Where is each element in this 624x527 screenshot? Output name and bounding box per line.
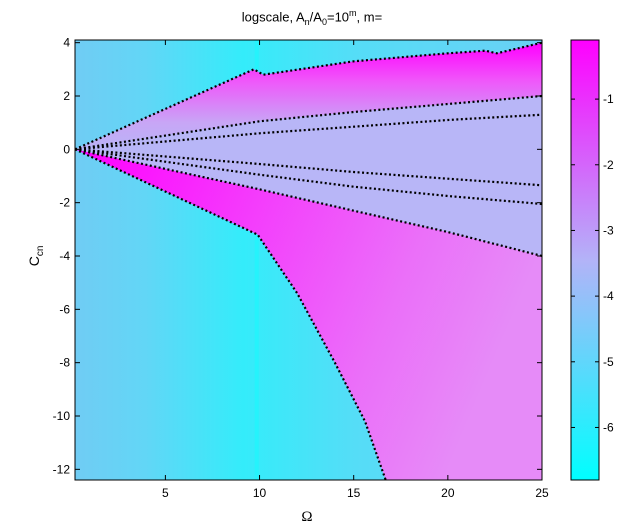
y-tick-label: 2 bbox=[63, 89, 70, 103]
y-tick-label: -12 bbox=[53, 462, 71, 476]
x-tick-label: 5 bbox=[162, 486, 169, 500]
colorbar-tick-label: -1 bbox=[603, 92, 614, 106]
y-tick-label: -10 bbox=[53, 409, 71, 423]
contour-line-5 bbox=[75, 148, 542, 258]
contour-line-3 bbox=[75, 148, 542, 187]
lower-boundary-line bbox=[75, 148, 387, 480]
y-tick-label: 0 bbox=[63, 142, 70, 156]
central-region bbox=[75, 96, 542, 256]
lower-region bbox=[75, 149, 542, 480]
x-tick-label: 20 bbox=[441, 486, 455, 500]
chart-title: logscale, An/A0=10m, m= bbox=[241, 8, 383, 27]
y-tick-label: -6 bbox=[59, 302, 70, 316]
colorbar-tick-label: -5 bbox=[603, 355, 614, 369]
x-axis-label: Ω bbox=[301, 509, 313, 525]
upper-region bbox=[75, 42, 542, 150]
colorbar-tick-label: -6 bbox=[603, 420, 614, 434]
y-tick-label: -4 bbox=[59, 249, 70, 263]
y-tick-label: -2 bbox=[59, 196, 70, 210]
plot-frame bbox=[74, 39, 543, 481]
y-axis-label: Ccn bbox=[26, 245, 46, 267]
colorbar bbox=[570, 39, 600, 481]
vertical-streak bbox=[254, 40, 259, 480]
colorbar-tick-label: -3 bbox=[603, 223, 614, 237]
y-tick-label: 4 bbox=[63, 36, 70, 50]
contour-line-2 bbox=[75, 113, 542, 151]
x-tick-label: 15 bbox=[347, 486, 361, 500]
x-tick-label: 25 bbox=[535, 486, 549, 500]
x-tick-label: 10 bbox=[253, 486, 267, 500]
y-tick-label: -8 bbox=[59, 356, 70, 370]
colorbar-tick-label: -4 bbox=[603, 289, 614, 303]
colorbar-tick-label: -2 bbox=[603, 158, 614, 172]
